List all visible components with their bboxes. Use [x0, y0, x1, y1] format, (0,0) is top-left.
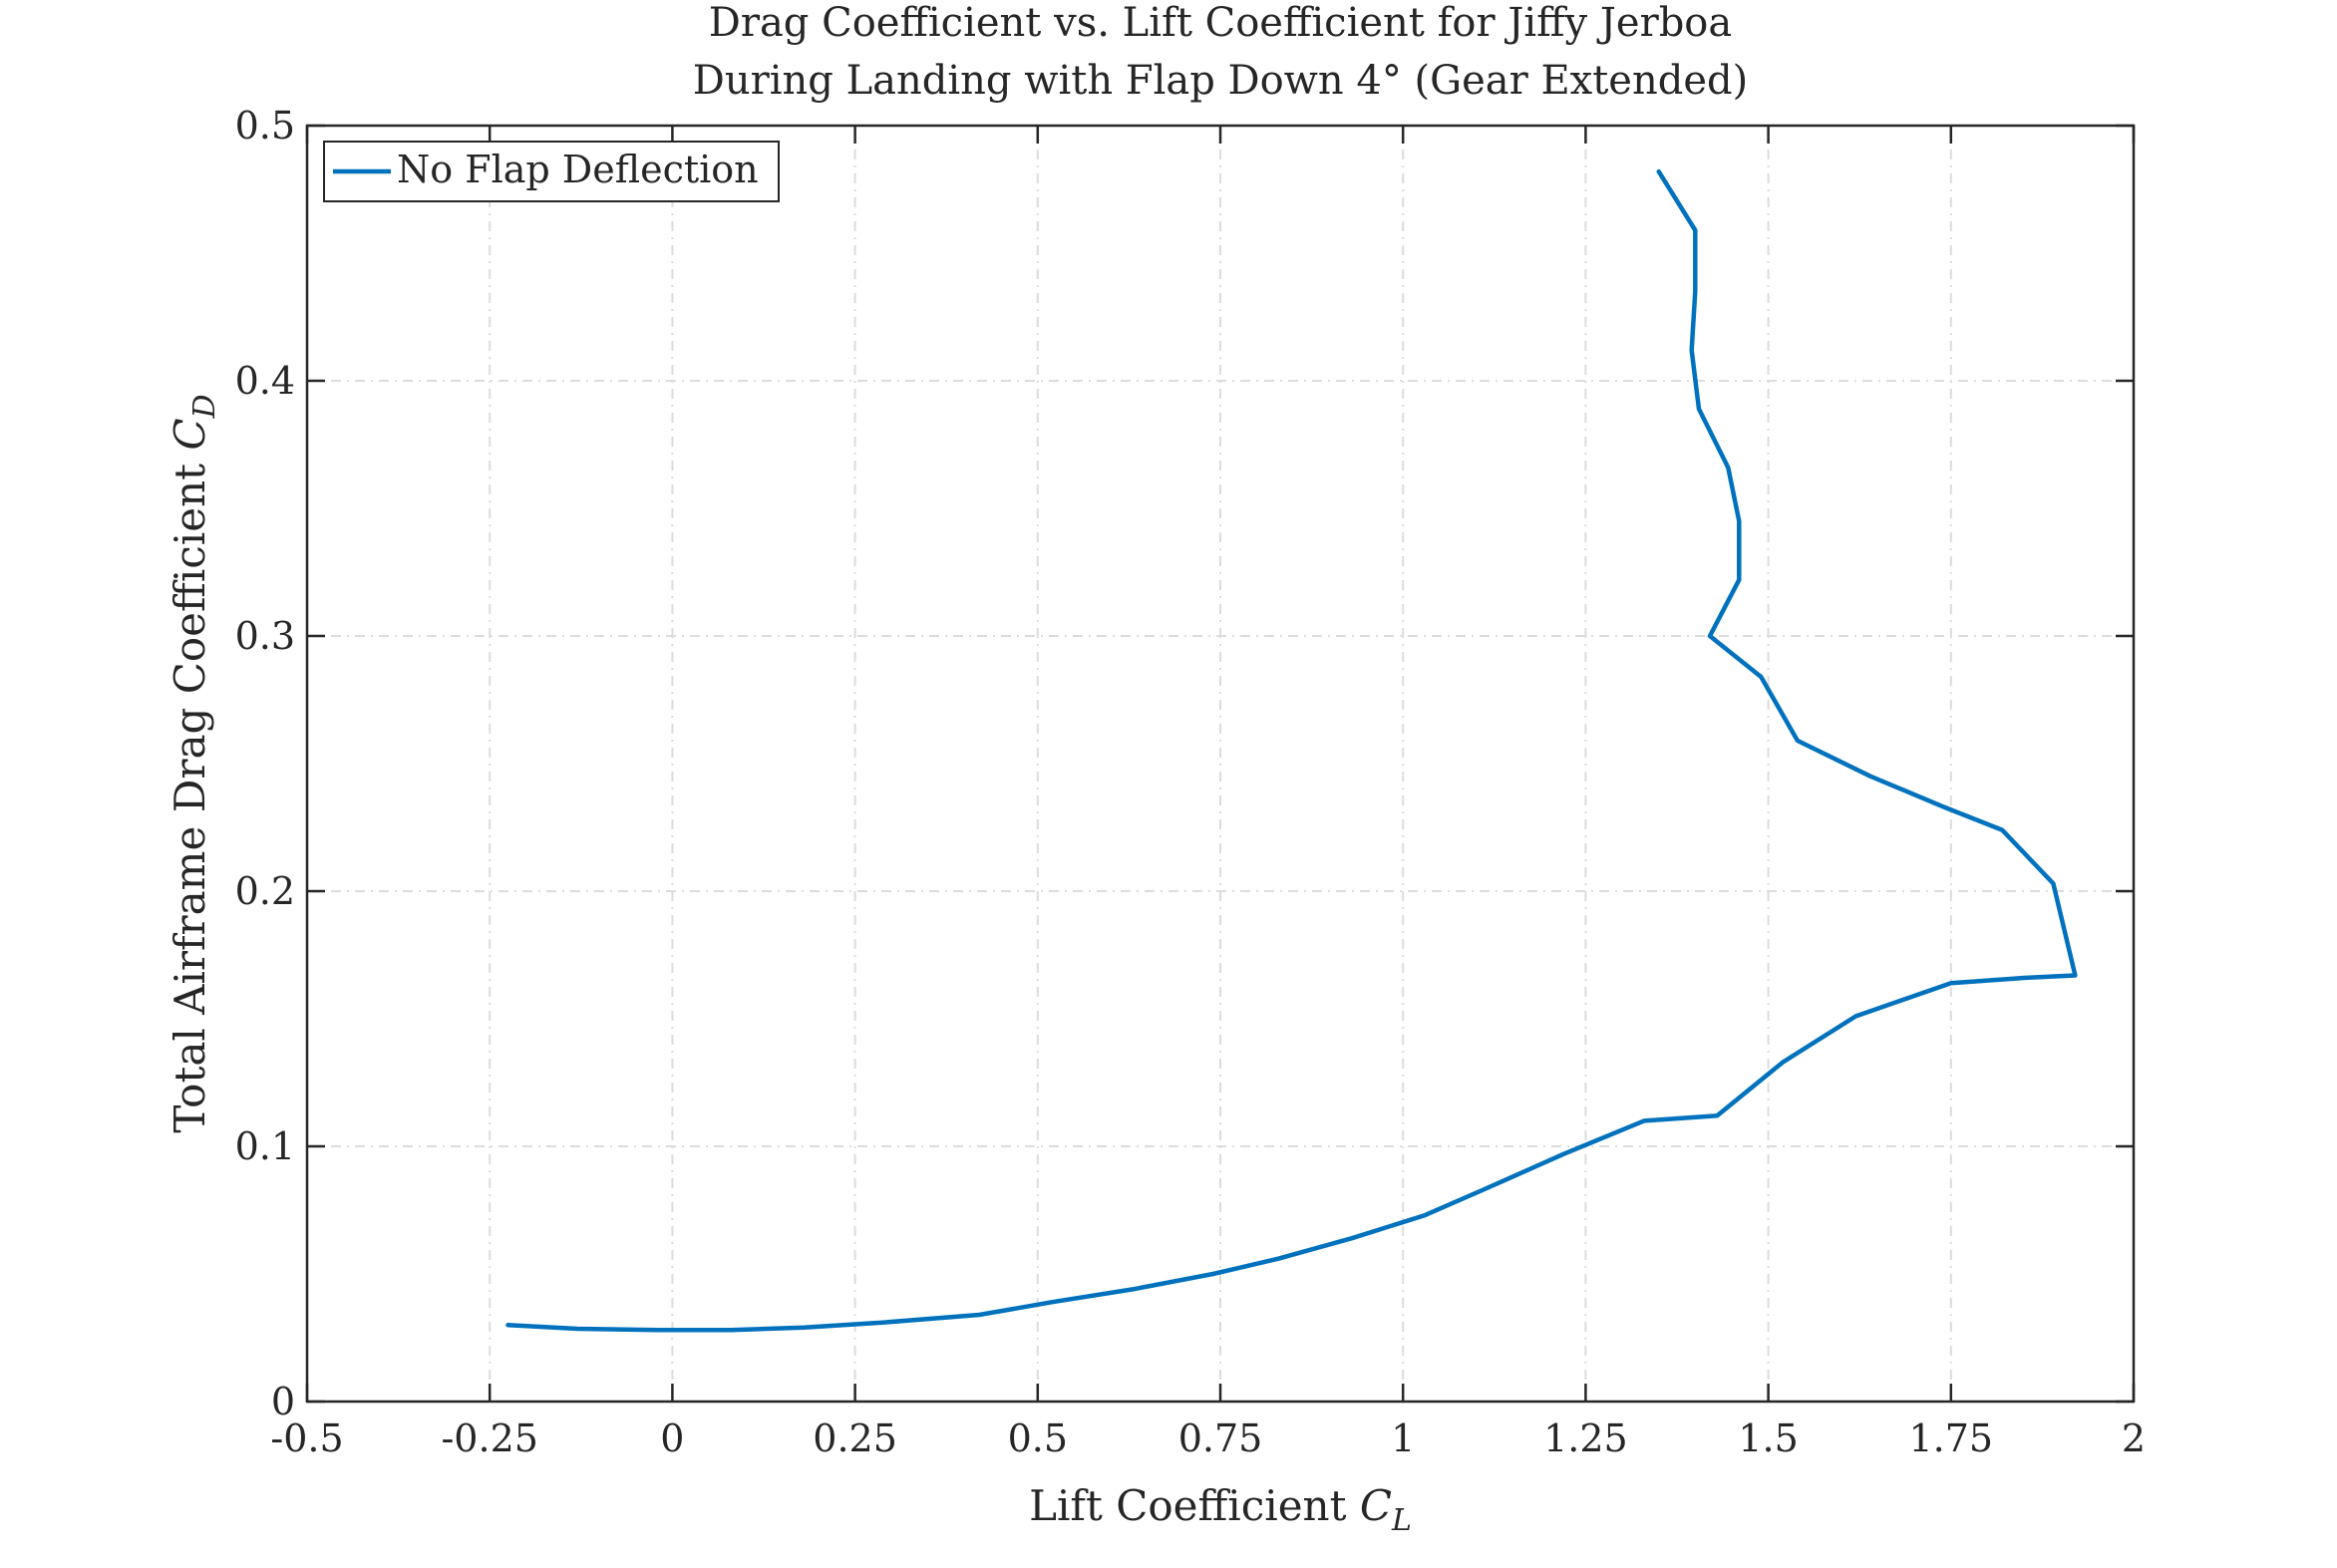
- legend-label: No Flap Deflection: [397, 148, 759, 191]
- x-tick-label: -0.5: [270, 1416, 343, 1460]
- legend-box: [323, 141, 780, 202]
- tick-layer: -0.5 -0.25 0 0.25 0.5 0.75 1 1.25 1.5 1.75 2 0 0.1 0.…: [235, 104, 2147, 1460]
- y-tick-label: 0.2: [235, 869, 295, 913]
- x-tick-label: 1: [1391, 1416, 1415, 1460]
- plot-frame: [305, 124, 2136, 1404]
- y-axis-label: Total Airframe Drag Coefficient CD: [166, 394, 222, 1132]
- x-tick-label: 1.75: [1908, 1416, 1993, 1460]
- grid-layer: [307, 126, 2134, 1402]
- x-tick-label: 1.25: [1543, 1416, 1628, 1460]
- y-tick-label: 0: [271, 1380, 295, 1423]
- x-tick-label: 0.5: [1008, 1416, 1068, 1460]
- chart-title-line-2: During Landing with Flap Down 4° (Gear E…: [693, 58, 1748, 104]
- x-axis-label: Lift Coefficient CL: [1029, 1481, 1412, 1538]
- x-tick-label: 2: [2122, 1416, 2146, 1460]
- x-tick-label: 0.75: [1178, 1416, 1263, 1460]
- x-tick-label: 0.25: [813, 1416, 897, 1460]
- series-line-no-flap-deflection: [505, 168, 2078, 1333]
- y-tick-label: 0.5: [235, 104, 295, 148]
- chart-title-line-1: Drag Coefficient vs. Lift Coefficient fo…: [709, 0, 1732, 46]
- y-tick-label: 0.4: [235, 359, 295, 403]
- y-tick-label: 0.1: [235, 1124, 295, 1168]
- y-axis-label-subscript: D: [187, 394, 222, 419]
- y-axis-label-text: Total Airframe Drag Coefficient: [166, 451, 214, 1133]
- x-tick-label: -0.25: [441, 1416, 537, 1460]
- x-tick-label: 0: [660, 1416, 684, 1460]
- y-axis-label-variable: C: [166, 418, 214, 450]
- x-axis-label-subscript: L: [1391, 1503, 1412, 1538]
- x-tick-label: 1.5: [1738, 1416, 1798, 1460]
- y-tick-label: 0.3: [235, 614, 295, 658]
- x-axis-label-text: Lift Coefficient: [1029, 1481, 1360, 1530]
- x-axis-label-variable: C: [1360, 1481, 1392, 1530]
- series-layer: [505, 168, 2078, 1333]
- legend: No Flap Deflection: [323, 141, 780, 202]
